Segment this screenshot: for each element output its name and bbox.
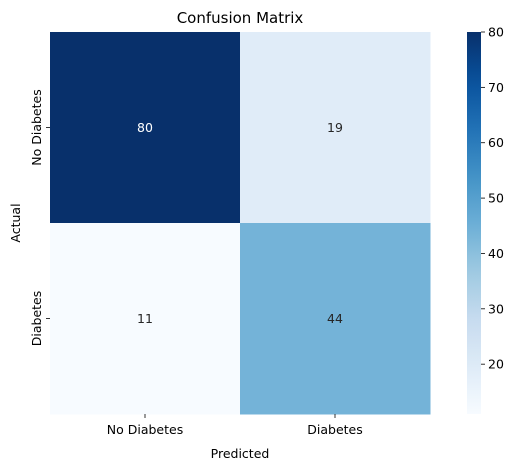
colorbar-tick-label: 40 [488,246,504,261]
colorbar-tick-label: 30 [488,301,504,316]
heatmap-cell [240,223,431,415]
x-tick-label: Diabetes [307,422,363,437]
cell-value-label: 19 [327,120,343,135]
heatmap-cell [50,32,241,224]
colorbar-tick-label: 80 [488,25,504,40]
y-tick-label: No Diabetes [29,89,44,165]
y-axis-ticks: No Diabetes Diabetes [29,89,50,346]
colorbar-ticks: 20 30 40 50 60 70 80 [481,25,504,372]
x-tick-label: No Diabetes [107,422,183,437]
colorbar [467,32,481,414]
colorbar-tick-label: 60 [488,135,504,150]
chart-title: Confusion Matrix [177,9,304,27]
heatmap-cell [240,32,431,224]
x-axis-ticks: No Diabetes Diabetes [107,414,363,437]
colorbar-tick-label: 20 [488,357,504,372]
heatmap-cells: 80 19 11 44 [50,32,431,415]
x-axis-label: Predicted [211,446,270,461]
colorbar-tick-label: 70 [488,80,504,95]
cell-value-label: 44 [327,311,343,326]
cell-value-label: 11 [137,311,153,326]
heatmap-cell [50,223,241,415]
y-tick-label: Diabetes [29,291,44,347]
colorbar-tick-label: 50 [488,191,504,206]
cell-value-label: 80 [137,120,153,135]
y-axis-label: Actual [8,203,23,242]
